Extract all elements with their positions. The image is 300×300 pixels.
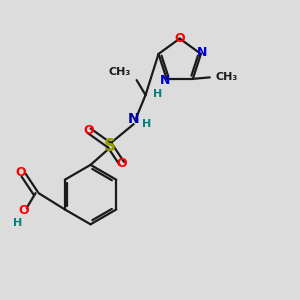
- Text: S: S: [104, 136, 116, 154]
- Text: O: O: [84, 124, 94, 137]
- Text: CH₃: CH₃: [215, 72, 237, 82]
- Text: H: H: [13, 218, 22, 228]
- Text: N: N: [128, 112, 140, 126]
- Text: N: N: [197, 46, 208, 59]
- Text: H: H: [153, 88, 162, 98]
- Text: O: O: [15, 166, 26, 179]
- Text: O: O: [174, 32, 185, 45]
- Text: CH₃: CH₃: [108, 67, 131, 77]
- Text: O: O: [116, 157, 127, 170]
- Text: H: H: [142, 119, 151, 129]
- Text: O: O: [18, 204, 29, 218]
- Text: N: N: [160, 74, 170, 87]
